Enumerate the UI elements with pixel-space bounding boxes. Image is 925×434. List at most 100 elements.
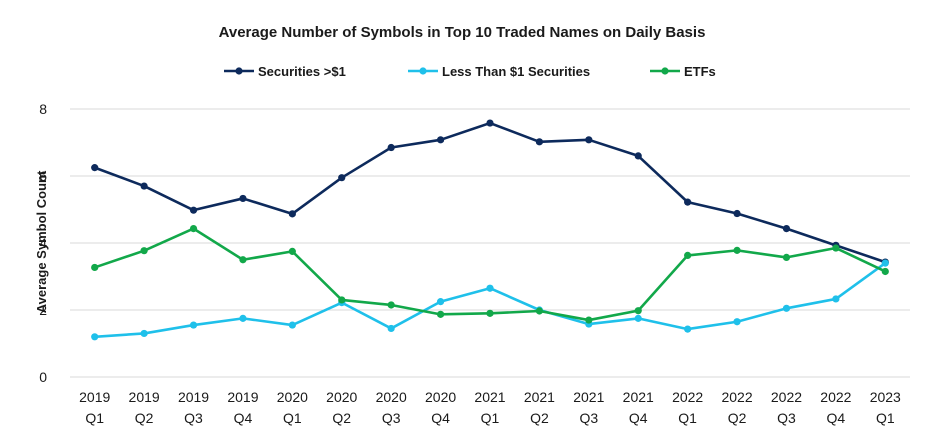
data-point (189, 321, 198, 329)
x-tick-year: 2019 (178, 389, 209, 405)
x-tick-quarter: Q3 (382, 410, 401, 426)
series-line (94, 227, 886, 322)
x-tick-year: 2023 (870, 389, 901, 405)
x-tick-year: 2020 (376, 389, 407, 405)
chart-title: Average Number of Symbols in Top 10 Trad… (219, 24, 706, 41)
legend: Securities >$1 Less Than $1 Securities ETF… (224, 64, 716, 79)
data-point (684, 198, 692, 206)
data-point (91, 263, 99, 272)
x-tick-quarter: Q3 (184, 410, 203, 426)
x-tick-quarter: Q2 (728, 410, 747, 426)
data-point (338, 174, 346, 182)
data-point (486, 309, 494, 317)
legend-label: ETFs (684, 64, 716, 79)
y-tick-label: 6 (39, 168, 47, 184)
data-point (684, 325, 692, 333)
y-tick-label: 8 (39, 101, 47, 117)
data-point (733, 209, 741, 218)
data-point (436, 310, 445, 318)
x-tick-year: 2019 (79, 389, 110, 405)
legend-item: Securities >$1 (224, 64, 346, 79)
data-point (832, 295, 840, 303)
x-tick-quarter: Q2 (530, 410, 549, 426)
data-point (684, 251, 692, 259)
x-tick-quarter: Q4 (629, 410, 648, 426)
data-point (535, 307, 544, 315)
x-tick-quarter: Q1 (678, 410, 697, 426)
y-tick-label: 0 (39, 369, 47, 385)
series-group (91, 119, 889, 341)
data-point (338, 296, 346, 304)
data-point (288, 247, 296, 255)
series-line (94, 262, 887, 339)
x-tick-quarter: Q2 (332, 410, 351, 426)
x-tick-year: 2021 (474, 389, 505, 405)
data-point (91, 164, 99, 172)
data-point (832, 244, 840, 252)
data-point (782, 253, 791, 262)
data-point (189, 224, 198, 233)
data-point (733, 246, 741, 254)
data-point (782, 304, 791, 312)
legend-label: Securities >$1 (258, 64, 346, 79)
legend-marker (235, 67, 243, 75)
x-axis-ticks: 2019 Q1 2019 Q2 2019 Q3 2019 Q4 2020 Q1 2020 Q2 2020… (79, 389, 901, 426)
series-3 (91, 224, 889, 324)
data-point (239, 256, 247, 264)
y-axis-label: Average Symbol Count (34, 170, 49, 313)
data-point (436, 136, 445, 144)
x-tick-year: 2021 (573, 389, 604, 405)
data-point (782, 224, 791, 233)
data-point (486, 119, 494, 127)
data-point (387, 324, 395, 333)
x-tick-quarter: Q1 (85, 410, 104, 426)
x-tick-year: 2021 (623, 389, 654, 405)
x-tick-quarter: Q2 (135, 410, 154, 426)
y-tick-label: 4 (39, 235, 47, 251)
legend-label: Less Than $1 Securities (442, 64, 590, 79)
x-tick-quarter: Q3 (777, 410, 796, 426)
data-point (881, 267, 889, 276)
series-2 (91, 259, 889, 341)
x-tick-quarter: Q1 (283, 410, 302, 426)
x-tick-year: 2022 (721, 389, 752, 405)
x-tick-year: 2019 (227, 389, 258, 405)
data-point (634, 152, 642, 160)
data-point (387, 301, 395, 309)
data-point (288, 210, 296, 218)
data-point (585, 136, 593, 144)
data-point (634, 307, 642, 315)
data-point (535, 138, 544, 146)
data-point (634, 314, 642, 322)
data-point (881, 259, 889, 267)
data-point (288, 321, 296, 329)
x-tick-year: 2022 (820, 389, 851, 405)
data-point (436, 298, 445, 306)
x-tick-year: 2020 (425, 389, 456, 405)
x-tick-quarter: Q4 (234, 410, 253, 426)
data-point (486, 284, 494, 292)
x-tick-year: 2022 (771, 389, 802, 405)
data-point (140, 247, 148, 255)
data-point (733, 318, 741, 326)
data-point (140, 182, 148, 190)
x-tick-quarter: Q4 (431, 410, 450, 426)
data-point (387, 143, 395, 152)
y-axis-ticks: 0 2 4 6 8 (39, 101, 47, 385)
x-tick-quarter: Q4 (827, 410, 846, 426)
data-point (239, 314, 247, 322)
data-point (239, 194, 247, 203)
data-point (585, 316, 593, 324)
x-tick-quarter: Q1 (876, 410, 895, 426)
data-point (140, 329, 148, 338)
x-tick-year: 2019 (129, 389, 160, 405)
legend-item: Less Than $1 Securities (408, 64, 590, 79)
series-1 (91, 119, 889, 266)
x-tick-year: 2021 (524, 389, 555, 405)
x-tick-quarter: Q1 (481, 410, 500, 426)
legend-marker (419, 67, 427, 75)
x-tick-year: 2020 (277, 389, 308, 405)
legend-marker (661, 67, 669, 75)
x-tick-quarter: Q3 (579, 410, 598, 426)
